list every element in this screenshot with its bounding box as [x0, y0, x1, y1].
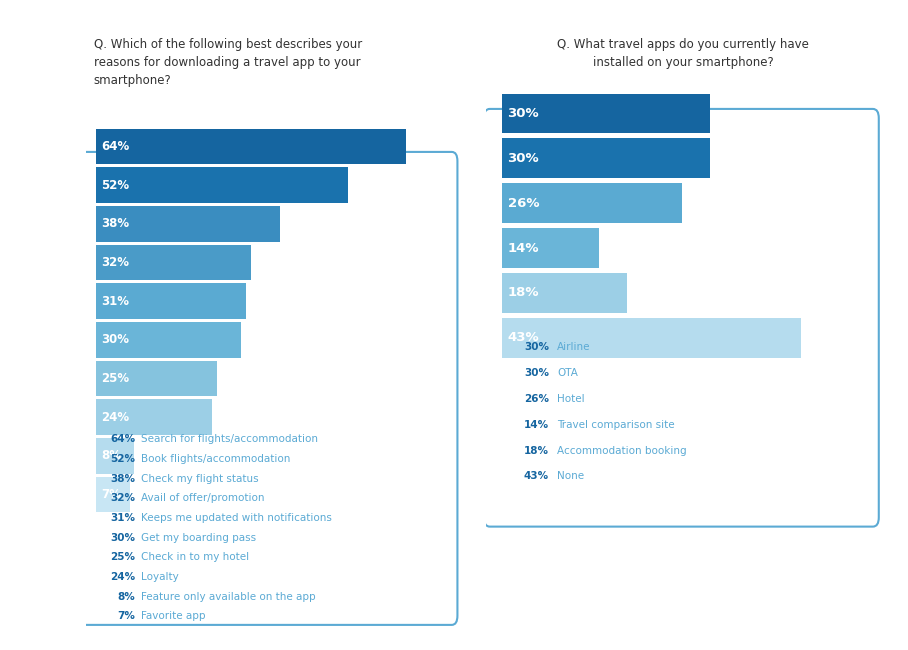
Text: Travel comparison site: Travel comparison site — [557, 420, 675, 430]
Text: 7%: 7% — [117, 612, 135, 621]
Text: 18%: 18% — [524, 445, 549, 456]
Text: Q. Which of the following best describes your
reasons for downloading a travel a: Q. Which of the following best describes… — [94, 38, 362, 87]
Text: 25%: 25% — [110, 552, 135, 562]
Text: Accommodation booking: Accommodation booking — [557, 445, 686, 456]
Text: 43%: 43% — [508, 332, 539, 344]
Text: 24%: 24% — [102, 411, 130, 424]
Text: 30%: 30% — [508, 107, 539, 120]
Text: 30%: 30% — [110, 533, 135, 543]
Text: 26%: 26% — [524, 394, 549, 404]
FancyBboxPatch shape — [501, 183, 682, 223]
Text: Search for flights/accommodation: Search for flights/accommodation — [141, 434, 318, 445]
Text: Feature only available on the app: Feature only available on the app — [141, 592, 315, 602]
Text: Check in to my hotel: Check in to my hotel — [141, 552, 249, 562]
FancyBboxPatch shape — [501, 273, 627, 313]
FancyBboxPatch shape — [95, 167, 348, 203]
Text: 26%: 26% — [508, 197, 539, 210]
Text: 24%: 24% — [110, 572, 135, 582]
FancyBboxPatch shape — [95, 400, 212, 435]
Text: 31%: 31% — [110, 513, 135, 523]
Text: 8%: 8% — [117, 592, 135, 602]
Text: 25%: 25% — [102, 372, 130, 385]
Text: 38%: 38% — [110, 474, 135, 484]
Text: 30%: 30% — [524, 343, 549, 352]
Text: 64%: 64% — [102, 140, 130, 153]
FancyBboxPatch shape — [95, 361, 217, 396]
Text: 14%: 14% — [524, 420, 549, 430]
Text: 18%: 18% — [508, 287, 539, 300]
Text: Airline: Airline — [557, 343, 590, 352]
Text: 52%: 52% — [102, 179, 130, 192]
FancyBboxPatch shape — [501, 94, 710, 133]
Text: Book flights/accommodation: Book flights/accommodation — [141, 454, 291, 464]
FancyBboxPatch shape — [95, 244, 251, 280]
Text: Avail of offer/promotion: Avail of offer/promotion — [141, 493, 264, 504]
Text: Get my boarding pass: Get my boarding pass — [141, 533, 256, 543]
Text: 30%: 30% — [524, 368, 549, 378]
Text: 52%: 52% — [110, 454, 135, 464]
Text: Q. What travel apps do you currently have
installed on your smartphone?: Q. What travel apps do you currently hav… — [558, 38, 809, 70]
Text: 32%: 32% — [110, 493, 135, 504]
Text: 30%: 30% — [508, 152, 539, 165]
Text: 8%: 8% — [102, 450, 122, 463]
Text: 64%: 64% — [110, 434, 135, 445]
Text: 38%: 38% — [102, 217, 130, 230]
Text: Keeps me updated with notifications: Keeps me updated with notifications — [141, 513, 331, 523]
Text: Hotel: Hotel — [557, 394, 585, 404]
FancyBboxPatch shape — [501, 138, 710, 178]
Text: 30%: 30% — [102, 333, 129, 346]
Text: 14%: 14% — [508, 242, 539, 255]
Text: 43%: 43% — [524, 471, 549, 482]
Text: Loyalty: Loyalty — [141, 572, 179, 582]
FancyBboxPatch shape — [484, 109, 879, 526]
FancyBboxPatch shape — [95, 206, 280, 242]
FancyBboxPatch shape — [81, 152, 458, 625]
Text: 7%: 7% — [102, 488, 121, 501]
Text: Favorite app: Favorite app — [141, 612, 205, 621]
FancyBboxPatch shape — [95, 438, 134, 474]
FancyBboxPatch shape — [95, 322, 241, 358]
FancyBboxPatch shape — [95, 283, 246, 319]
Text: 32%: 32% — [102, 256, 129, 269]
FancyBboxPatch shape — [95, 129, 406, 164]
Text: Check my flight status: Check my flight status — [141, 474, 259, 484]
FancyBboxPatch shape — [501, 318, 801, 358]
FancyBboxPatch shape — [501, 228, 599, 268]
FancyBboxPatch shape — [95, 477, 130, 512]
Text: 31%: 31% — [102, 294, 129, 307]
Text: None: None — [557, 471, 584, 482]
Text: OTA: OTA — [557, 368, 577, 378]
